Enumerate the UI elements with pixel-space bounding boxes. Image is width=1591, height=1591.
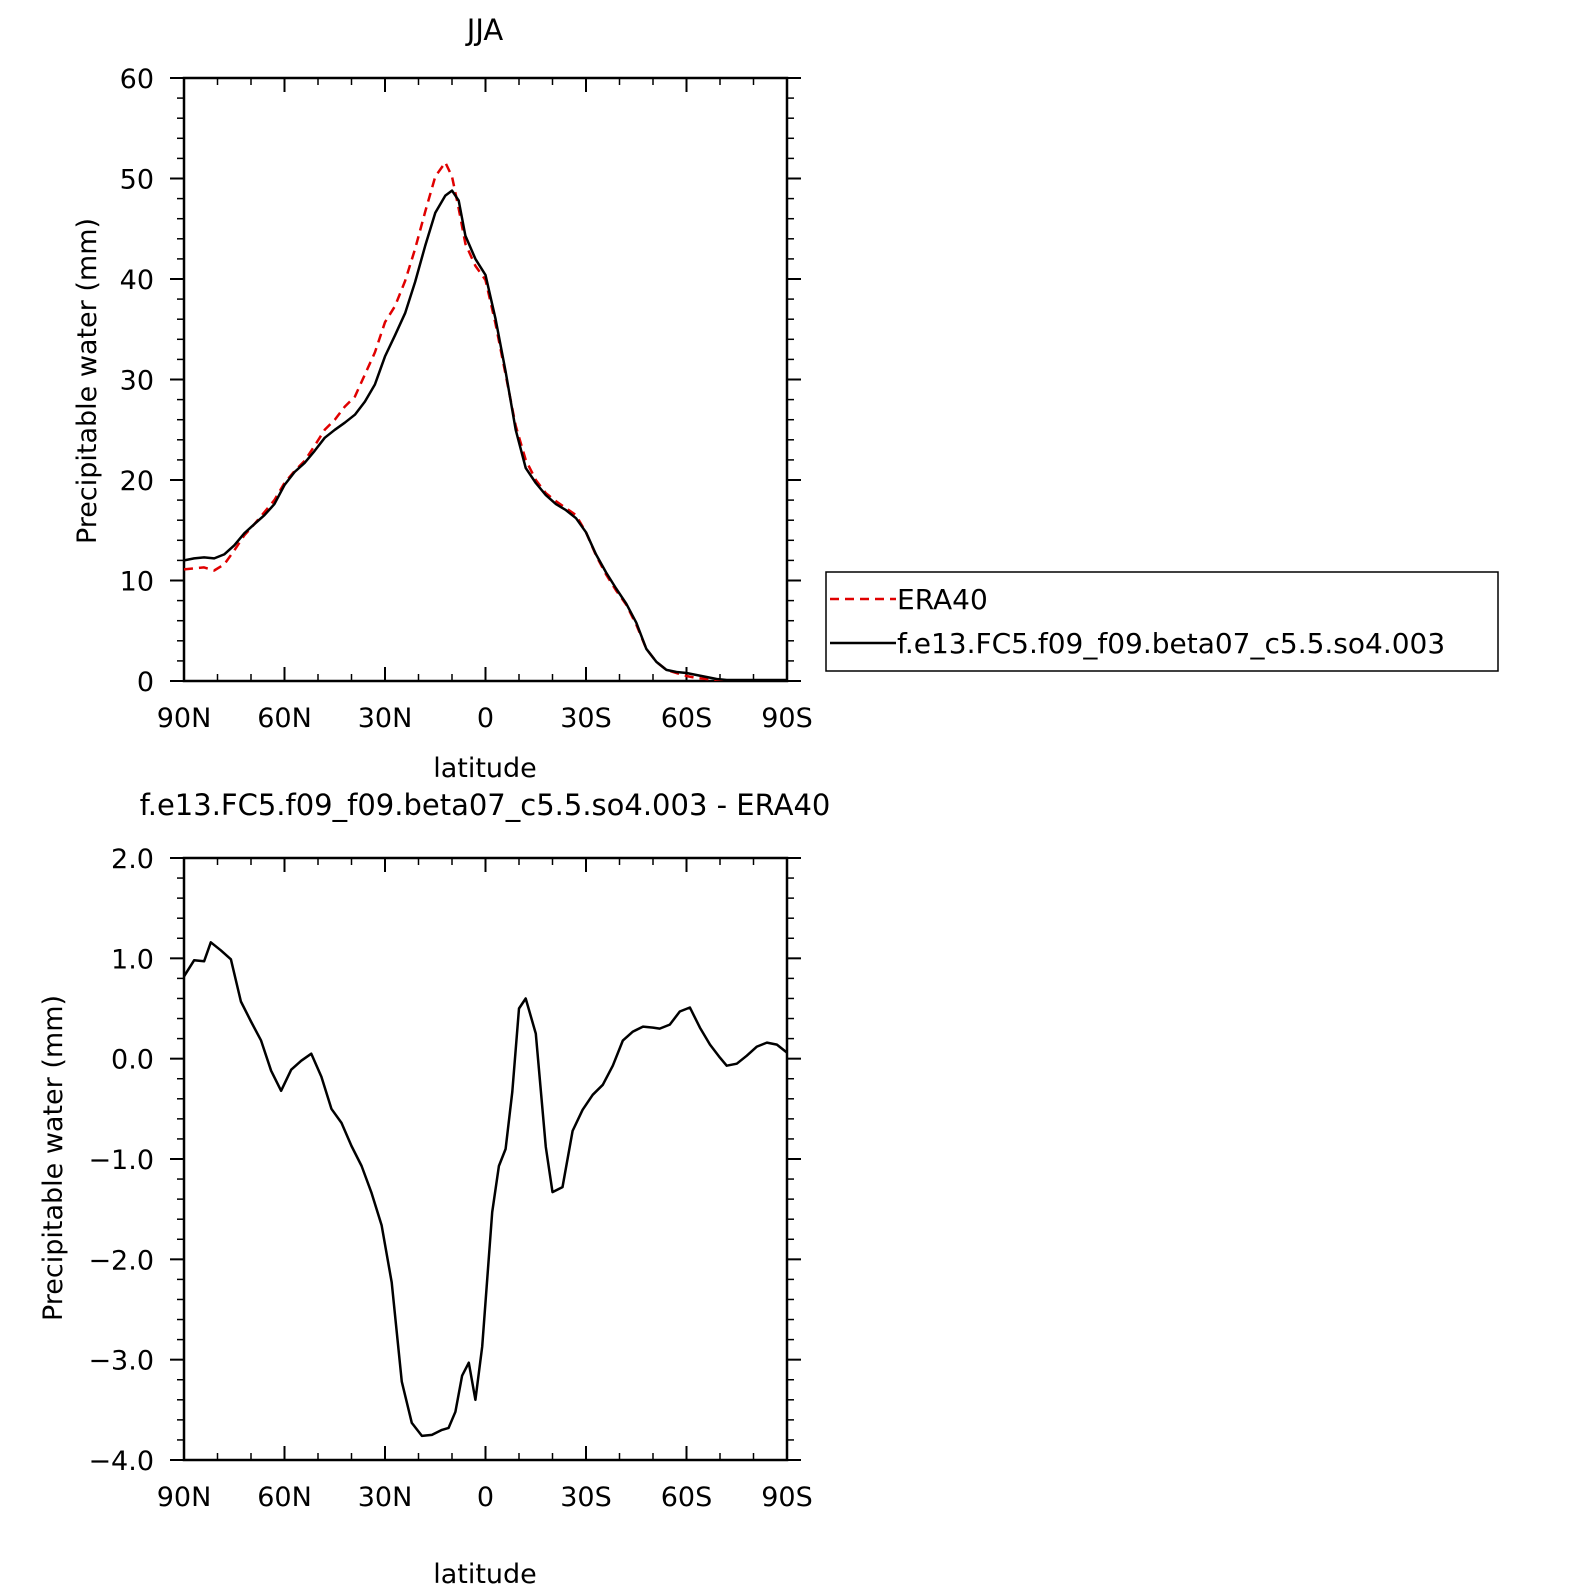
y-tick-label: −1.0 bbox=[88, 1145, 154, 1176]
chart-title: f.e13.FC5.f09_f09.beta07_c5.5.so4.003 - … bbox=[140, 788, 831, 822]
x-tick-label: 60S bbox=[661, 703, 713, 734]
x-tick-label: 60N bbox=[257, 1482, 312, 1513]
y-tick-label: 60 bbox=[120, 64, 154, 95]
x-tick-label: 30S bbox=[560, 1482, 612, 1513]
x-axis-title: latitude bbox=[433, 753, 537, 784]
x-tick-label: 60N bbox=[257, 703, 312, 734]
series-line-era40 bbox=[184, 161, 787, 681]
plot-frame bbox=[182, 76, 789, 683]
x-tick-label: 90N bbox=[157, 703, 212, 734]
y-tick-label: 2.0 bbox=[111, 844, 154, 875]
precipitable-water-panel: JJA 90N 60N 30N 0 30S 60S 90S 0 10 20 30 40 50 60 lat… bbox=[72, 13, 813, 784]
legend-label-model: f.e13.FC5.f09_f09.beta07_c5.5.so4.003 bbox=[897, 627, 1445, 660]
x-tick-label: 0 bbox=[477, 1482, 494, 1513]
legend: ERA40 f.e13.FC5.f09_f09.beta07_c5.5.so4.… bbox=[825, 571, 1499, 672]
y-tick-label: 30 bbox=[120, 366, 154, 397]
x-tick-label: 60S bbox=[661, 1482, 713, 1513]
y-tick-label: −3.0 bbox=[88, 1346, 154, 1377]
difference-panel: f.e13.FC5.f09_f09.beta07_c5.5.so4.003 - … bbox=[38, 788, 830, 1590]
y-tick-label: 0 bbox=[137, 667, 154, 698]
series-line-model bbox=[184, 189, 787, 681]
y-tick-label: 40 bbox=[120, 265, 154, 296]
y-tick-label: 10 bbox=[120, 567, 154, 598]
y-axis-title: Precipitable water (mm) bbox=[38, 995, 69, 1321]
x-tick-label: 90S bbox=[761, 703, 813, 734]
legend-box bbox=[825, 571, 1499, 672]
x-tick-label: 90N bbox=[157, 1482, 212, 1513]
x-tick-label: 0 bbox=[477, 703, 494, 734]
x-tick-label: 90S bbox=[761, 1482, 813, 1513]
y-axis-title: Precipitable water (mm) bbox=[72, 218, 103, 544]
y-tick-label: −2.0 bbox=[88, 1245, 154, 1276]
y-tick-label: 1.0 bbox=[111, 944, 154, 975]
plot-frame bbox=[182, 856, 789, 1462]
y-tick-label: 0.0 bbox=[111, 1045, 154, 1076]
y-tick-label: 20 bbox=[120, 466, 154, 497]
legend-label-era40: ERA40 bbox=[897, 583, 988, 616]
y-tick-label: −4.0 bbox=[88, 1446, 154, 1477]
x-tick-label: 30N bbox=[358, 1482, 413, 1513]
series-line-model bbox=[184, 941, 787, 1438]
x-axis-title: latitude bbox=[433, 1559, 537, 1590]
x-tick-label: 30N bbox=[358, 703, 413, 734]
y-tick-label: 50 bbox=[120, 165, 154, 196]
chart-title: JJA bbox=[465, 13, 504, 47]
x-tick-label: 30S bbox=[560, 703, 612, 734]
